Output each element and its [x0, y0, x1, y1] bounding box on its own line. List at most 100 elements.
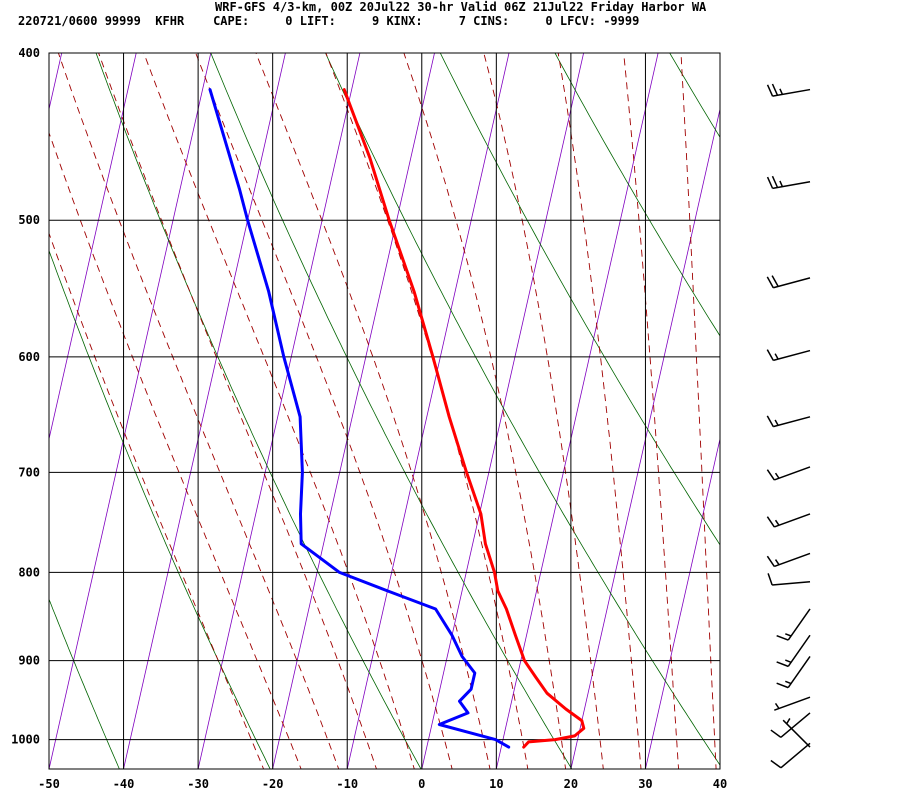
wind-barb-feather: [771, 83, 779, 96]
moist-adiabat-line: [325, 53, 529, 769]
wind-barb-feather: [766, 469, 775, 481]
wind-barb: [770, 712, 811, 738]
x-tick-label: -10: [336, 777, 358, 791]
wind-barb-staff: [772, 88, 811, 97]
moist-adiabat-line: [403, 53, 567, 769]
wind-barb: [782, 718, 811, 748]
wind-barb-staff: [774, 696, 811, 711]
wind-barb: [776, 656, 811, 689]
wind-barb: [766, 513, 811, 528]
isotherm-line: [49, 53, 212, 769]
wind-barb-half-feather: [774, 519, 780, 526]
wind-barb-half-feather: [774, 559, 780, 566]
axis-tick-labels: -50 -40 -30 -20 -10 0 10 20 30 40 400 500 600 700 800 9…: [11, 46, 727, 791]
wind-barb-half-feather: [774, 702, 780, 709]
wind-barb-feather: [766, 349, 774, 361]
isotherm-line: [791, 34, 900, 783]
plot-frame: [48, 52, 721, 770]
isotherm-line: [570, 107, 720, 769]
wind-barb-feather: [770, 759, 782, 769]
wind-barb-feather: [776, 682, 789, 689]
wind-barb: [776, 634, 811, 668]
wind-barb: [770, 742, 811, 769]
isotherm-line: [346, 53, 510, 769]
dry-adiabat-line: [669, 53, 720, 138]
moist-adiabat-line: [57, 53, 340, 769]
wind-barb-half-feather: [779, 88, 784, 95]
dry-adiabat-line: [49, 249, 271, 769]
moist-adiabat-line: [195, 53, 453, 769]
wind-barb: [766, 275, 811, 289]
dry-adiabat-line: [210, 53, 573, 769]
grid-lines: [48, 52, 721, 770]
wind-barb-staff: [774, 466, 811, 481]
isotherm-line: [123, 53, 286, 769]
y-tick-label: 1000: [11, 733, 40, 747]
isotherm-line: [197, 53, 361, 769]
y-tick-label: 500: [18, 213, 40, 227]
dewpoint-trace: [208, 88, 511, 749]
dry-adiabat-line: [95, 53, 422, 769]
wind-barb-staff: [774, 552, 811, 568]
wind-barb-feather: [766, 555, 775, 567]
wind-barb: [766, 349, 811, 362]
wind-barb-staff: [782, 719, 811, 748]
moist-adiabat-line: [255, 53, 491, 769]
y-tick-label: 600: [18, 350, 40, 364]
moist-adiabat-line: [623, 53, 680, 769]
wind-barbs: [766, 83, 811, 769]
dry-adiabat-line: [773, 34, 900, 783]
wind-barb-feather: [776, 661, 789, 668]
dry-adiabat-line: [554, 53, 720, 337]
x-tick-label: -30: [187, 777, 209, 791]
x-tick-label: -40: [113, 777, 135, 791]
isotherm-line: [49, 53, 137, 441]
moist-adiabat-line: [732, 34, 754, 783]
wind-barb-half-feather: [785, 659, 792, 663]
wind-barb: [766, 466, 811, 481]
wind-barb: [776, 608, 811, 641]
y-tick-label: 400: [18, 46, 40, 60]
y-tick-label: 800: [18, 565, 40, 579]
wind-barb-staff: [773, 349, 811, 362]
wind-barb-half-feather: [785, 680, 792, 685]
isotherm-line: [495, 53, 659, 769]
x-tick-label: -50: [38, 777, 60, 791]
wind-barb-half-feather: [785, 633, 792, 637]
wind-barb-staff: [787, 634, 811, 667]
wind-barb-half-feather: [774, 472, 780, 479]
isotherm-line: [645, 437, 720, 769]
wind-barb-feather: [770, 729, 782, 738]
wind-barb-staff: [787, 608, 811, 641]
x-tick-label: 20: [564, 777, 578, 791]
temperature-trace: [342, 88, 586, 749]
wind-barb: [766, 175, 811, 190]
moist-adiabat-line: [98, 53, 377, 769]
wind-barb: [766, 552, 811, 568]
wind-barb-feather: [767, 573, 773, 586]
wind-barb-staff: [773, 277, 811, 289]
wind-barb: [767, 573, 811, 586]
x-tick-label: 10: [489, 777, 503, 791]
moist-adiabat-line: [483, 53, 604, 769]
wind-barb-staff: [772, 181, 811, 190]
wind-barb-half-feather: [786, 718, 791, 725]
wind-barb-feather: [766, 516, 775, 528]
x-tick-label: 30: [638, 777, 652, 791]
moist-adiabat-line: [49, 131, 302, 769]
dry-adiabat-line: [439, 53, 720, 546]
wind-barb-staff: [773, 416, 811, 428]
wind-barb-feather: [776, 634, 789, 641]
wind-barb-feather: [766, 84, 774, 97]
wind-barb-feather: [766, 176, 774, 189]
dry-adiabat-line: [49, 598, 120, 769]
wind-barb: [766, 83, 811, 97]
wind-barb-staff: [780, 742, 811, 769]
wind-barb-staff: [780, 712, 811, 738]
wind-barb-feather: [766, 276, 774, 289]
wind-barb: [766, 415, 811, 428]
wind-barb-half-feather: [779, 180, 784, 187]
wind-barb-half-feather: [774, 353, 779, 360]
isotherm-line: [719, 767, 720, 769]
background-lines: [49, 34, 900, 783]
